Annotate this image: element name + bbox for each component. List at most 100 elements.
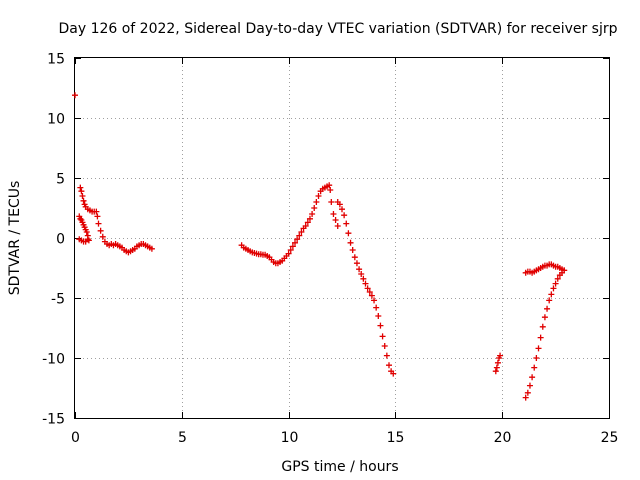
data-point (95, 220, 102, 227)
y-tick-label: 10 (47, 112, 65, 128)
data-point (330, 211, 337, 217)
data-point (285, 250, 292, 257)
data-point (345, 230, 352, 237)
data-point (366, 289, 373, 295)
data-point (539, 323, 546, 330)
data-point (493, 364, 500, 371)
data-point (531, 364, 538, 371)
data-point (296, 232, 303, 239)
x-tick-label: 15 (387, 430, 405, 446)
data-point (94, 213, 101, 220)
data-point (364, 285, 371, 292)
data-point (522, 394, 529, 401)
data-point (311, 205, 318, 211)
data-point (546, 297, 553, 304)
data-point (360, 275, 367, 282)
series-midday (238, 182, 341, 267)
data-point (99, 233, 106, 240)
data-point (358, 271, 365, 277)
data-points (72, 92, 568, 401)
data-point (78, 188, 85, 195)
data-point (356, 266, 363, 273)
data-point (541, 314, 548, 321)
data-point (497, 352, 504, 359)
data-point (336, 201, 343, 208)
data-point (377, 322, 384, 329)
series-early-lower (76, 213, 92, 245)
data-point (362, 280, 369, 287)
data-point (383, 352, 390, 359)
data-point (371, 297, 378, 304)
data-point (533, 355, 540, 361)
data-point (79, 193, 86, 199)
plot-frame (74, 57, 610, 419)
data-point (524, 389, 531, 396)
data-point (339, 206, 345, 213)
data-point (328, 199, 335, 205)
data-point (537, 334, 544, 341)
data-point (526, 382, 533, 389)
y-axis-label: SDTVAR / TECUs (7, 181, 23, 296)
x-tick-label: 0 (71, 430, 80, 446)
data-point (334, 223, 341, 229)
data-point (326, 182, 333, 189)
y-tick-label: -5 (51, 292, 65, 308)
x-tick-label: 10 (281, 430, 299, 446)
grid (75, 58, 609, 418)
data-point (302, 223, 309, 229)
x-tick-label: 20 (494, 430, 512, 446)
data-point (77, 184, 84, 191)
data-point (548, 291, 555, 298)
data-point (306, 215, 313, 222)
series-late-rise (522, 267, 568, 401)
data-point (385, 362, 392, 369)
data-point (561, 267, 568, 274)
data-point (390, 370, 397, 377)
data-point (529, 374, 536, 381)
y-tick-label: -10 (42, 352, 65, 368)
data-point (298, 229, 305, 235)
data-point (373, 304, 380, 311)
data-point (550, 285, 557, 292)
data-point (535, 345, 542, 352)
y-tick-label: -15 (42, 412, 65, 428)
data-point (375, 313, 382, 319)
data-point (304, 219, 311, 226)
data-point (97, 227, 104, 234)
data-point (83, 229, 90, 235)
data-point (77, 215, 84, 222)
data-point (309, 211, 316, 217)
series-afternoon (334, 199, 397, 377)
data-point (494, 359, 501, 366)
series-late-flat (522, 261, 568, 276)
data-point (351, 254, 358, 261)
chart-title: Day 126 of 2022, Sidereal Day-to-day VTE… (58, 21, 617, 37)
data-point (294, 236, 301, 243)
axis-ticks: 0 5 10 15 20 25 -15 -10 -5 0 5 10 15 (42, 52, 618, 447)
data-point (368, 292, 375, 299)
data-point (379, 333, 386, 340)
y-tick-label: 15 (47, 52, 65, 68)
data-point (292, 239, 299, 246)
data-point (289, 243, 296, 250)
data-point (148, 245, 155, 252)
x-tick-label: 25 (601, 430, 619, 446)
data-point (85, 237, 92, 244)
y-tick-label: 0 (56, 232, 65, 248)
series-late-short (492, 352, 504, 375)
data-point (72, 92, 78, 99)
data-point (349, 247, 356, 253)
data-point (287, 247, 294, 253)
data-point (315, 193, 322, 199)
data-point (84, 236, 91, 243)
x-axis-label: GPS time / hours (281, 459, 398, 475)
series-early-upper (77, 184, 155, 256)
data-point (80, 197, 87, 204)
x-tick-label: 5 (178, 430, 187, 446)
data-point (313, 199, 320, 205)
data-point (341, 212, 348, 219)
data-point (343, 220, 350, 227)
y-tick-label: 5 (56, 172, 65, 188)
data-point (93, 208, 100, 215)
